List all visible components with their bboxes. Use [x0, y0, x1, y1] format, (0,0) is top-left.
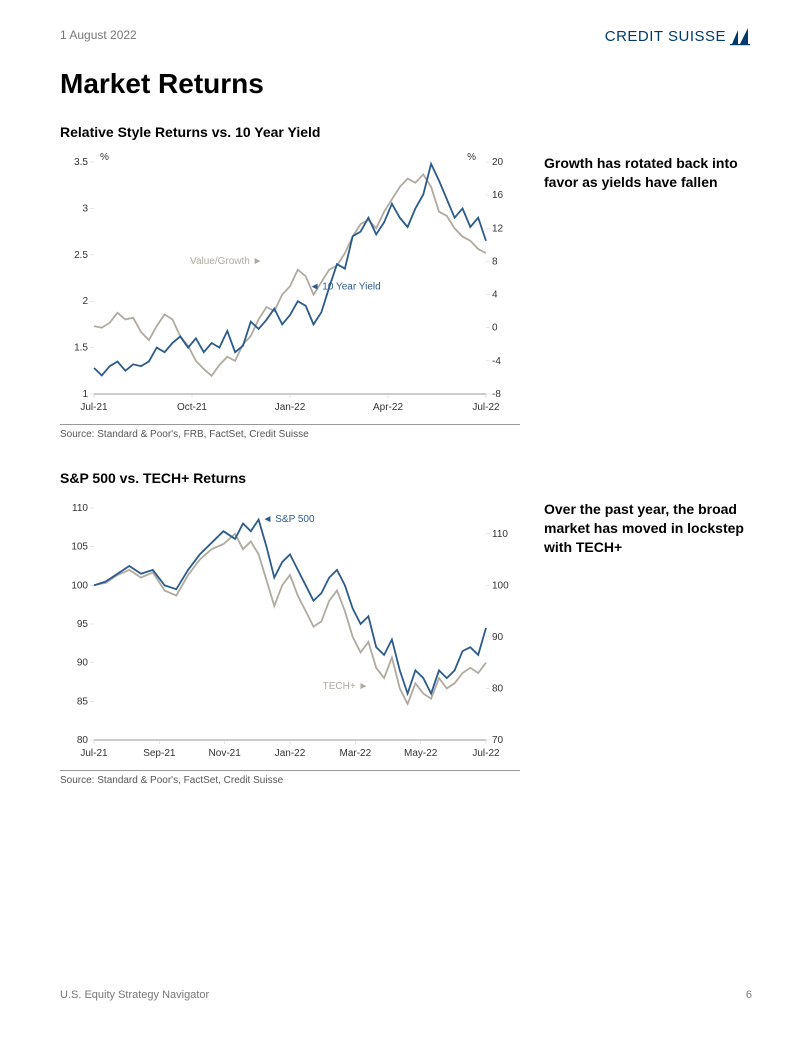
svg-text:1: 1: [82, 389, 88, 400]
page-title: Market Returns: [60, 68, 752, 100]
svg-text:◄ S&P 500: ◄ S&P 500: [263, 514, 315, 525]
svg-text:100: 100: [71, 580, 88, 591]
svg-text:8: 8: [492, 256, 498, 267]
svg-text:85: 85: [77, 696, 89, 707]
svg-text:Jan-22: Jan-22: [275, 748, 306, 759]
svg-text:2.5: 2.5: [74, 250, 88, 261]
svg-text:105: 105: [71, 542, 88, 553]
chart2-row: 80 85 90 95 100 105 110 70 80 90 100 110 Jul-21 Sep-2…: [60, 494, 752, 764]
svg-text:80: 80: [77, 735, 89, 746]
svg-text:Jul-22: Jul-22: [472, 748, 500, 759]
svg-text:90: 90: [77, 658, 89, 669]
svg-text:20: 20: [492, 157, 504, 168]
chart1-row: 1 1.5 2 2.5 3 3.5 -8 -4 0 4 8 12 16 20%% Jul-21 Oct-21 J…: [60, 148, 752, 418]
svg-text:0: 0: [492, 323, 498, 334]
svg-text:Apr-22: Apr-22: [373, 402, 403, 413]
svg-text:%: %: [467, 152, 476, 163]
footer: U.S. Equity Strategy Navigator 6: [60, 989, 752, 1001]
svg-text:Jul-22: Jul-22: [472, 402, 500, 413]
svg-text:110: 110: [72, 503, 88, 514]
chart2-title: S&P 500 vs. TECH+ Returns: [60, 470, 752, 486]
svg-text:110: 110: [492, 529, 508, 540]
svg-text:Jan-22: Jan-22: [275, 402, 306, 413]
page: 1 August 2022 CREDIT SUISSE Market Retur…: [0, 0, 802, 1037]
footer-page-number: 6: [746, 989, 752, 1001]
svg-text:Jul-21: Jul-21: [80, 748, 108, 759]
chart2-svg: 80 85 90 95 100 105 110 70 80 90 100 110 Jul-21 Sep-2…: [60, 494, 520, 764]
chart1-svg: 1 1.5 2 2.5 3 3.5 -8 -4 0 4 8 12 16 20%% Jul-21 Oct-21 J…: [60, 148, 520, 418]
chart2-source: Source: Standard & Poor's, FactSet, Cred…: [60, 770, 520, 786]
svg-text:Sep-21: Sep-21: [143, 748, 176, 759]
chart1-source: Source: Standard & Poor's, FRB, FactSet,…: [60, 424, 520, 440]
svg-text:3: 3: [82, 203, 88, 214]
svg-text:80: 80: [492, 683, 504, 694]
report-date: 1 August 2022: [60, 28, 137, 42]
svg-text:90: 90: [492, 632, 504, 643]
chart2-caption: Over the past year, the broad market has…: [544, 494, 744, 557]
svg-text:1.5: 1.5: [74, 343, 88, 354]
svg-text:70: 70: [492, 735, 504, 746]
svg-text:2: 2: [82, 296, 88, 307]
chart-section-2: S&P 500 vs. TECH+ Returns 80 85 90 95 100 105…: [60, 470, 752, 786]
svg-text:-4: -4: [492, 356, 501, 367]
svg-text:95: 95: [77, 619, 89, 630]
svg-text:16: 16: [492, 190, 504, 201]
svg-text:100: 100: [492, 580, 509, 591]
svg-text:-8: -8: [492, 389, 501, 400]
brand-text: CREDIT SUISSE: [605, 28, 726, 45]
sails-icon: [730, 28, 752, 46]
svg-text:3.5: 3.5: [74, 157, 88, 168]
svg-text:Mar-22: Mar-22: [339, 748, 371, 759]
svg-text:12: 12: [492, 223, 504, 234]
chart1-caption: Growth has rotated back into favor as yi…: [544, 148, 744, 192]
svg-text:Nov-21: Nov-21: [209, 748, 242, 759]
svg-text:May-22: May-22: [404, 748, 438, 759]
svg-text:4: 4: [492, 290, 498, 301]
svg-text:Value/Growth ►: Value/Growth ►: [190, 256, 263, 267]
svg-text:◄ 10 Year Yield: ◄ 10 Year Yield: [310, 282, 381, 293]
svg-text:TECH+ ►: TECH+ ►: [323, 681, 369, 692]
footer-left: U.S. Equity Strategy Navigator: [60, 989, 209, 1001]
brand-logo: CREDIT SUISSE: [605, 28, 752, 46]
svg-text:%: %: [100, 152, 109, 163]
header: 1 August 2022 CREDIT SUISSE: [60, 28, 752, 46]
chart-section-1: Relative Style Returns vs. 10 Year Yield…: [60, 124, 752, 440]
svg-text:Jul-21: Jul-21: [80, 402, 108, 413]
svg-text:Oct-21: Oct-21: [177, 402, 207, 413]
chart1-title: Relative Style Returns vs. 10 Year Yield: [60, 124, 752, 140]
